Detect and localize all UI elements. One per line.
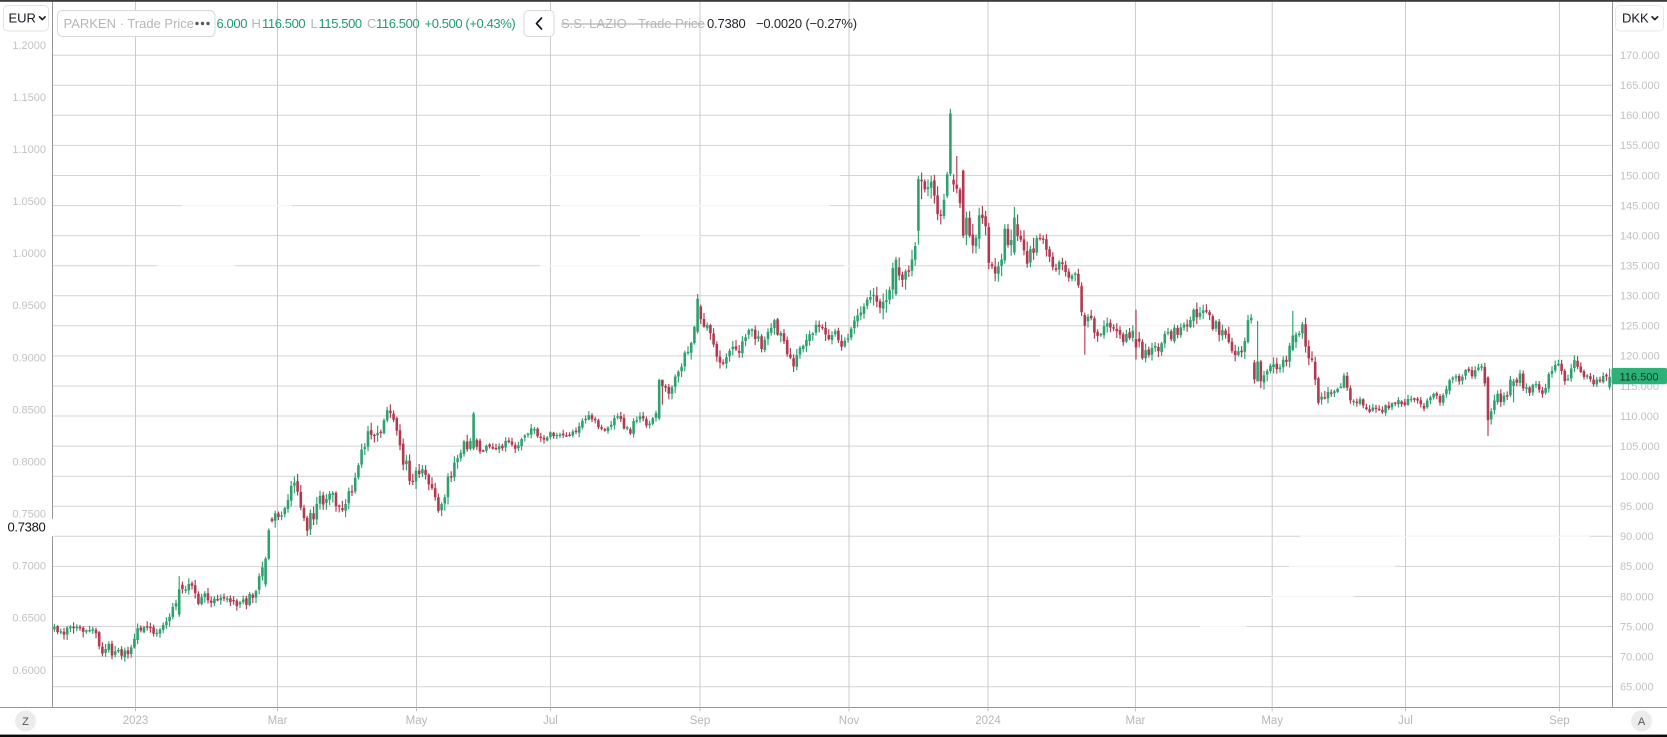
svg-text:S.S. LAZIO · Trade Price: S.S. LAZIO · Trade Price (561, 16, 705, 31)
svg-text:Nov: Nov (839, 715, 860, 727)
svg-text:0.7500: 0.7500 (12, 509, 46, 521)
svg-text:Z: Z (22, 716, 29, 728)
svg-text:May: May (406, 715, 428, 727)
svg-text:75.000: 75.000 (1620, 621, 1654, 633)
svg-text:130.000: 130.000 (1620, 291, 1660, 303)
svg-text:85.000: 85.000 (1620, 561, 1654, 573)
svg-text:2024: 2024 (975, 715, 1001, 727)
svg-text:115.500: 115.500 (319, 16, 362, 31)
svg-text:2023: 2023 (123, 715, 149, 727)
svg-text:1.1500: 1.1500 (12, 92, 46, 104)
svg-text:116.500: 116.500 (262, 16, 305, 31)
svg-text:0.9000: 0.9000 (12, 352, 46, 364)
svg-text:Sep: Sep (690, 715, 710, 727)
svg-text:165.000: 165.000 (1620, 80, 1660, 92)
svg-text:125.000: 125.000 (1620, 321, 1660, 333)
svg-text:140.000: 140.000 (1620, 230, 1660, 242)
svg-text:0.7380: 0.7380 (707, 16, 746, 31)
svg-text:120.000: 120.000 (1620, 351, 1660, 363)
svg-text:100.000: 100.000 (1620, 471, 1660, 483)
svg-text:EUR: EUR (9, 11, 36, 26)
svg-text:0.7000: 0.7000 (12, 561, 46, 573)
svg-text:6.000: 6.000 (217, 16, 248, 31)
svg-text:0.8500: 0.8500 (12, 404, 46, 416)
svg-text:DKK: DKK (1622, 11, 1649, 26)
svg-text:+0.500 (+0.43%): +0.500 (+0.43%) (425, 16, 516, 31)
svg-text:170.000: 170.000 (1620, 50, 1660, 62)
svg-text:65.000: 65.000 (1620, 682, 1654, 694)
svg-text:Jul: Jul (543, 715, 558, 727)
svg-text:Mar: Mar (1125, 715, 1145, 727)
svg-text:135.000: 135.000 (1620, 261, 1660, 273)
svg-text:May: May (1261, 715, 1283, 727)
svg-text:Mar: Mar (268, 715, 288, 727)
svg-text:105.000: 105.000 (1620, 441, 1660, 453)
svg-text:H: H (252, 16, 261, 31)
svg-text:116.500: 116.500 (1620, 372, 1659, 384)
svg-text:150.000: 150.000 (1620, 170, 1660, 182)
svg-text:110.000: 110.000 (1620, 411, 1659, 423)
svg-text:0.8000: 0.8000 (12, 456, 46, 468)
svg-text:70.000: 70.000 (1620, 651, 1654, 663)
svg-text:1.2000: 1.2000 (12, 40, 46, 52)
svg-text:L: L (311, 16, 318, 31)
svg-text:0.9500: 0.9500 (12, 300, 46, 312)
svg-text:PARKEN · Trade Price: PARKEN · Trade Price (64, 16, 195, 31)
svg-text:0.7380: 0.7380 (8, 520, 46, 535)
svg-text:C: C (367, 16, 376, 31)
svg-text:90.000: 90.000 (1620, 531, 1654, 543)
svg-text:A: A (1638, 716, 1646, 728)
svg-text:0.6500: 0.6500 (12, 613, 46, 625)
svg-text:Jul: Jul (1398, 715, 1413, 727)
svg-text:160.000: 160.000 (1620, 110, 1660, 122)
svg-text:Sep: Sep (1549, 715, 1569, 727)
svg-text:145.000: 145.000 (1620, 200, 1660, 212)
svg-text:95.000: 95.000 (1620, 501, 1654, 513)
svg-text:0.6000: 0.6000 (12, 665, 46, 677)
svg-text:1.0500: 1.0500 (12, 196, 46, 208)
svg-text:−0.0020 (−0.27%): −0.0020 (−0.27%) (756, 16, 857, 31)
svg-text:1.0000: 1.0000 (12, 248, 46, 260)
svg-text:1.1000: 1.1000 (12, 144, 46, 156)
svg-text:155.000: 155.000 (1620, 140, 1660, 152)
svg-text:80.000: 80.000 (1620, 591, 1654, 603)
svg-text:116.500: 116.500 (376, 16, 419, 31)
